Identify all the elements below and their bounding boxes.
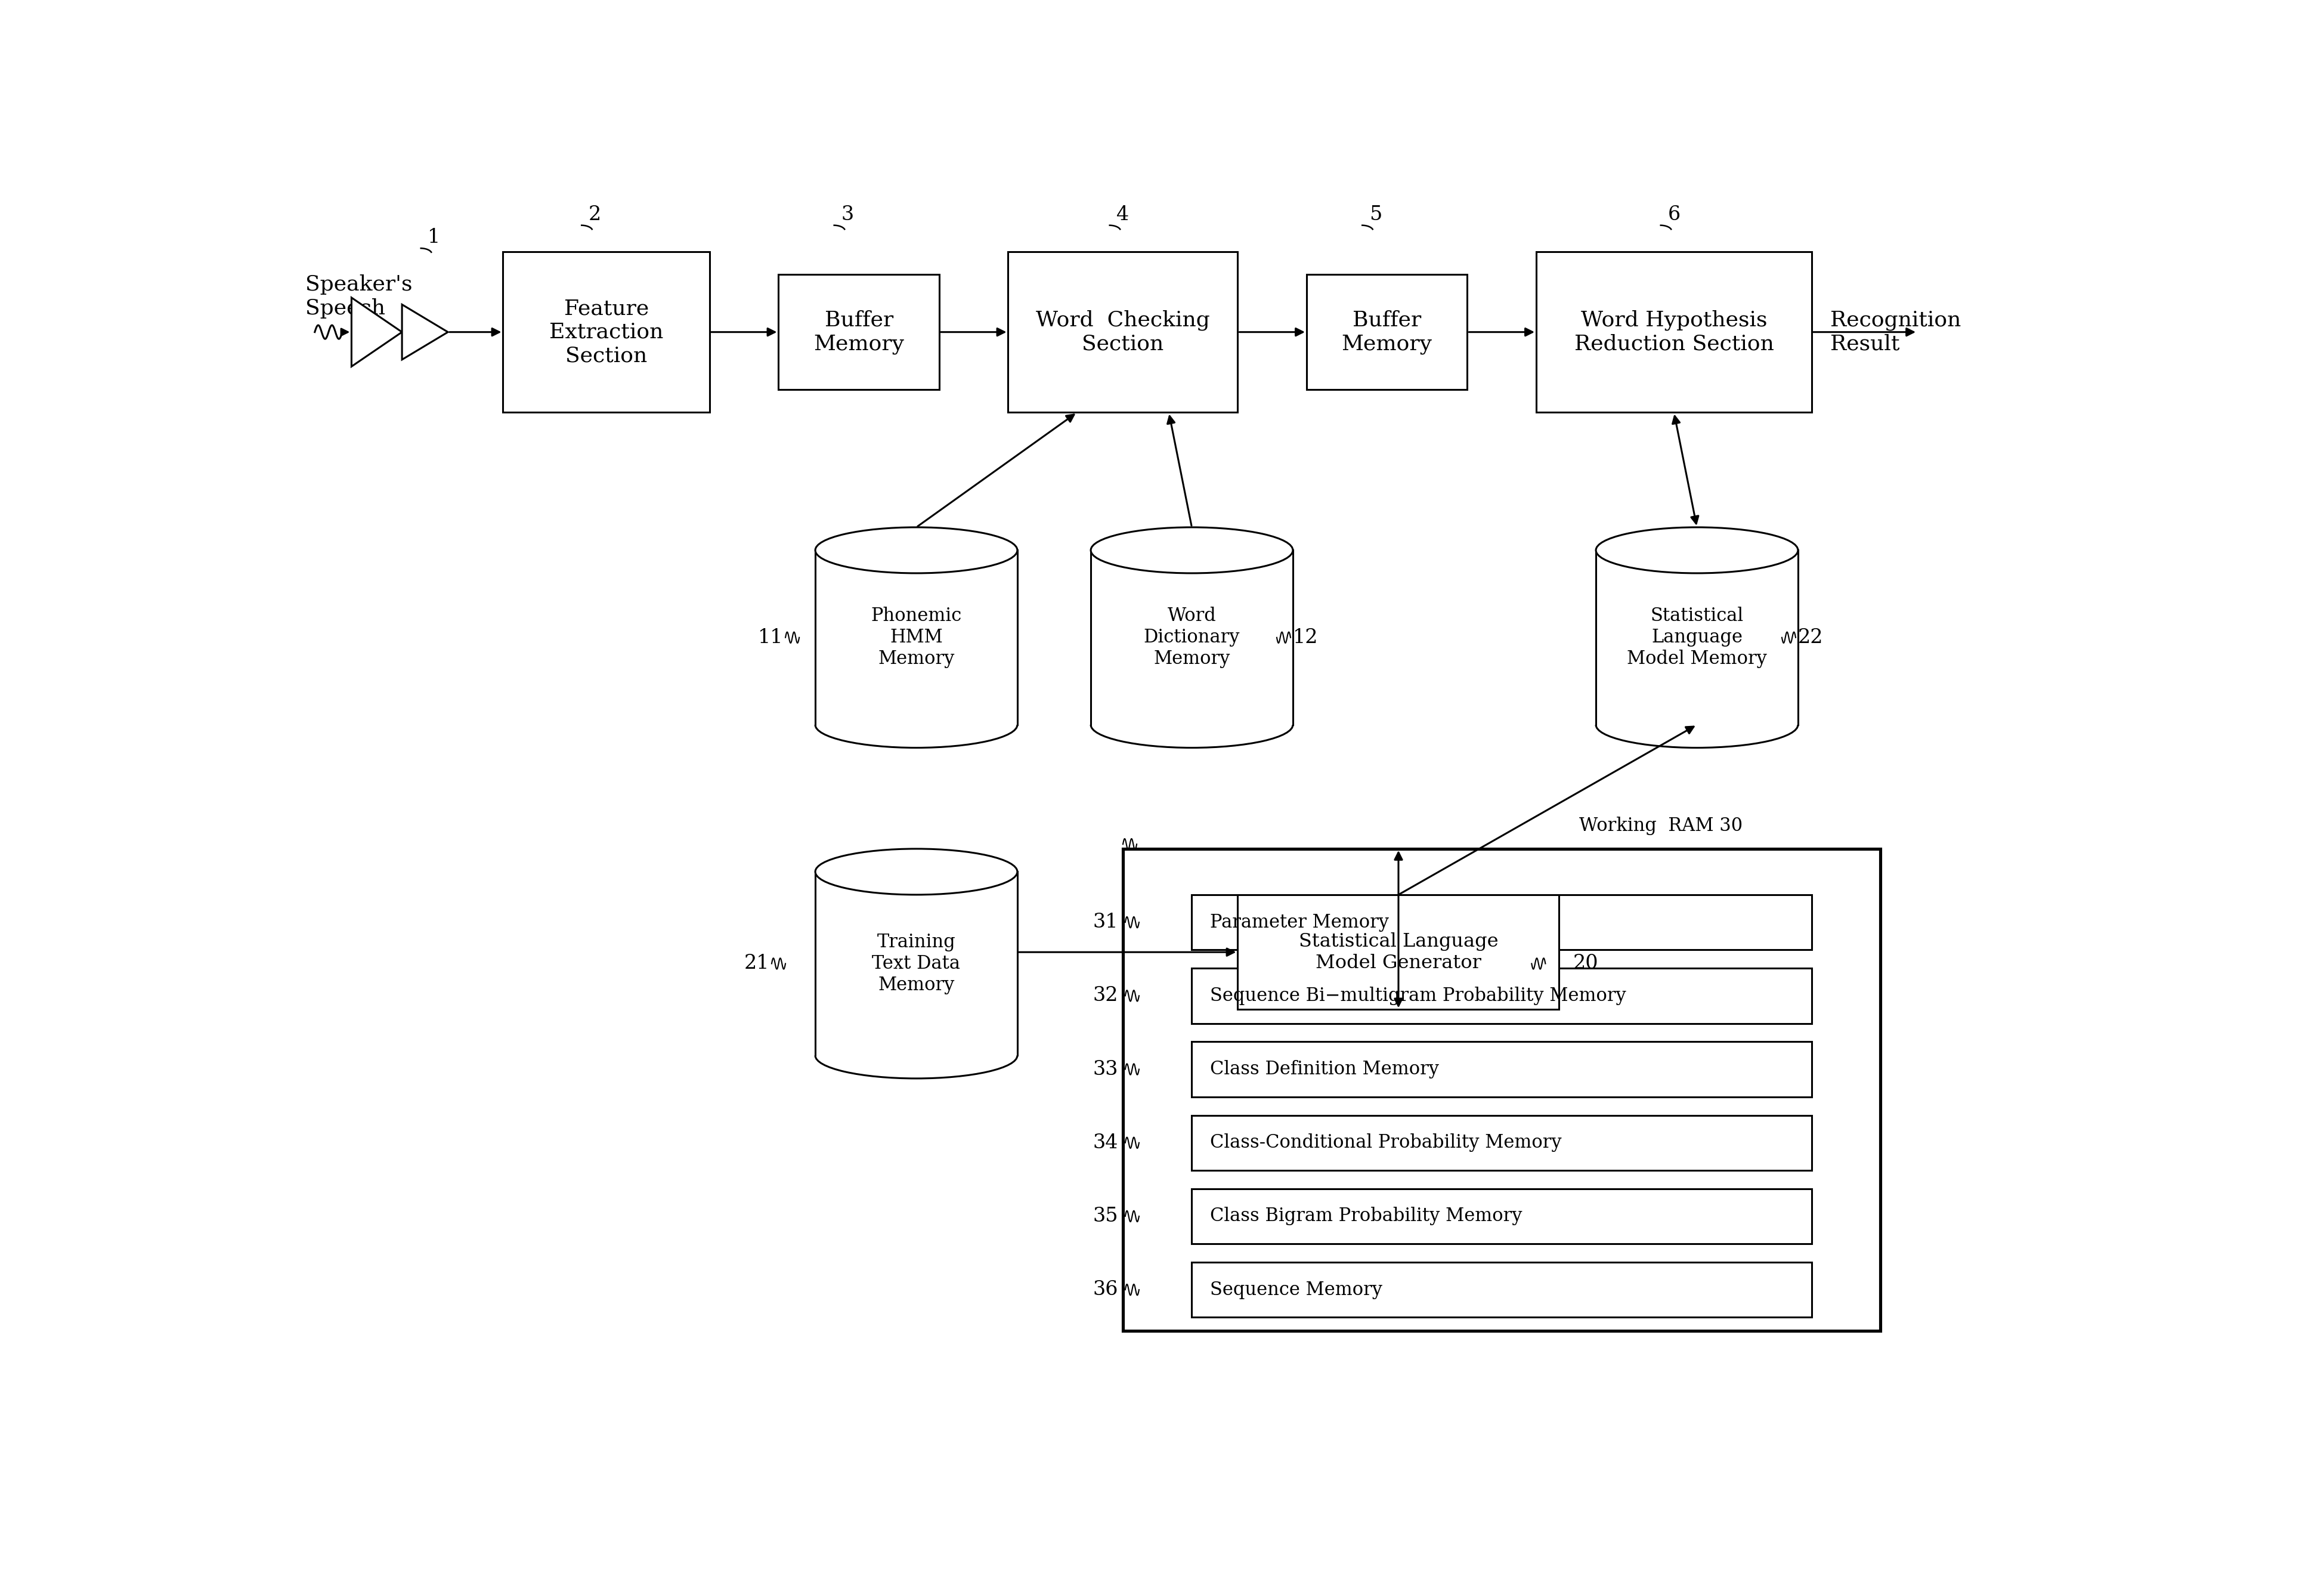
Text: Feature
Extraction
Section: Feature Extraction Section	[548, 299, 662, 365]
Bar	[1192, 969, 1810, 1024]
Text: Word  Checking
Section: Word Checking Section	[1037, 310, 1208, 354]
Text: Class Bigram Probability Memory: Class Bigram Probability Memory	[1211, 1206, 1522, 1225]
Bar	[502, 252, 709, 412]
Text: Statistical
Language
Model Memory: Statistical Language Model Memory	[1627, 607, 1766, 669]
Bar	[1236, 895, 1559, 1010]
Ellipse shape	[816, 527, 1018, 573]
Text: Buffer
Memory: Buffer Memory	[1341, 310, 1432, 354]
Text: Statistical Language
Model Generator: Statistical Language Model Generator	[1299, 933, 1499, 972]
Bar	[816, 551, 1018, 725]
Bar	[1090, 551, 1292, 725]
Text: Parameter Memory: Parameter Memory	[1211, 912, 1390, 931]
Text: 32: 32	[1092, 986, 1118, 1005]
Text: Phonemic
HMM
Memory: Phonemic HMM Memory	[872, 607, 962, 669]
Text: 12: 12	[1292, 628, 1318, 647]
Polygon shape	[402, 305, 449, 360]
Bar	[1192, 1189, 1810, 1244]
Bar	[779, 275, 939, 390]
Text: Sequence Bi−multigram Probability Memory: Sequence Bi−multigram Probability Memory	[1211, 986, 1627, 1005]
Text: Buffer
Memory: Buffer Memory	[813, 310, 904, 354]
Text: 33: 33	[1092, 1060, 1118, 1079]
Text: Speaker's
Speech: Speaker's Speech	[304, 275, 414, 318]
Text: 4: 4	[1116, 204, 1129, 223]
Text: 36: 36	[1092, 1280, 1118, 1299]
Bar	[1597, 551, 1796, 725]
Text: Class Definition Memory: Class Definition Memory	[1211, 1060, 1439, 1079]
Bar	[1192, 895, 1810, 950]
Ellipse shape	[816, 849, 1018, 895]
Bar	[1122, 849, 1880, 1331]
Text: 22: 22	[1796, 628, 1822, 647]
Bar	[816, 871, 1018, 1055]
Text: Class-Conditional Probability Memory: Class-Conditional Probability Memory	[1211, 1134, 1562, 1151]
Text: 20: 20	[1573, 955, 1599, 974]
Text: Training
Text Data
Memory: Training Text Data Memory	[872, 933, 960, 994]
Text: Sequence Memory: Sequence Memory	[1211, 1280, 1383, 1299]
Ellipse shape	[1090, 527, 1292, 573]
Bar	[1536, 252, 1810, 412]
Text: 34: 34	[1092, 1133, 1118, 1153]
Ellipse shape	[1597, 527, 1796, 573]
Text: Word Hypothesis
Reduction Section: Word Hypothesis Reduction Section	[1573, 310, 1773, 354]
Text: Recognition
Result: Recognition Result	[1829, 310, 1961, 354]
Bar	[1192, 1041, 1810, 1096]
Text: 6: 6	[1666, 204, 1680, 223]
Text: 2: 2	[588, 204, 602, 223]
Bar	[1192, 1262, 1810, 1317]
Text: 3: 3	[841, 204, 853, 223]
Bar	[1306, 275, 1466, 390]
Text: 5: 5	[1369, 204, 1380, 223]
Text: Word
Dictionary
Memory: Word Dictionary Memory	[1143, 607, 1239, 669]
Bar	[1009, 252, 1236, 412]
Text: Working  RAM 30: Working RAM 30	[1578, 816, 1743, 835]
Text: 35: 35	[1092, 1206, 1118, 1225]
Text: 11: 11	[758, 628, 783, 647]
Text: 31: 31	[1092, 912, 1118, 931]
Text: 1: 1	[428, 228, 439, 247]
Text: 21: 21	[744, 955, 769, 974]
Bar	[1192, 1115, 1810, 1170]
Polygon shape	[351, 297, 402, 367]
